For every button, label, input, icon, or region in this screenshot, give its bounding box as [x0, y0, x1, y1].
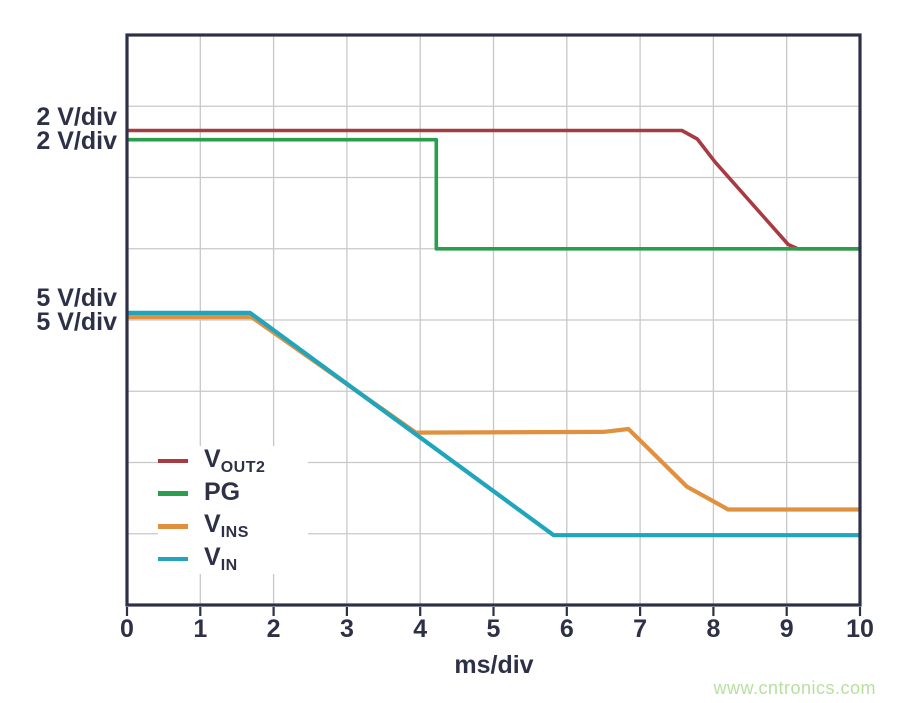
- x-axis-title: ms/div: [454, 651, 534, 679]
- x-tick-label-4: 4: [413, 615, 428, 643]
- legend-label-vin: VIN: [204, 542, 238, 574]
- x-tick-label-7: 7: [633, 615, 648, 643]
- legend-item-vin: VIN: [158, 542, 308, 574]
- legend-item-vins: VINS: [158, 510, 308, 542]
- x-tick-label-8: 8: [706, 615, 721, 643]
- legend: VOUT2 PG VINS VIN: [158, 445, 308, 574]
- legend-label-vout2: VOUT2: [204, 445, 266, 476]
- scale-label-pg: 2 V/div: [36, 127, 117, 155]
- x-tick-label-9: 9: [779, 615, 794, 643]
- x-tick-label-2: 2: [266, 615, 281, 643]
- x-tick-label-6: 6: [559, 615, 574, 643]
- scale-label-vin: 5 V/div: [36, 284, 117, 312]
- legend-label-vins: VINS: [204, 510, 249, 542]
- series-line-vin: [127, 310, 860, 538]
- x-tick-label-3: 3: [339, 615, 354, 643]
- legend-swatch-pg: [158, 491, 188, 496]
- plot-frame: [125, 33, 862, 607]
- legend-item-vout2: VOUT2: [158, 445, 308, 476]
- legend-swatch-vout2: [158, 458, 188, 464]
- legend-label-pg: PG: [204, 477, 241, 506]
- x-tick-label-0: 0: [120, 615, 134, 643]
- scale-label-vins: 5 V/div: [36, 308, 117, 336]
- series-line-pg: [127, 137, 860, 251]
- legend-swatch-vins: [158, 524, 188, 529]
- x-tick-label-1: 1: [193, 615, 208, 643]
- watermark: www.cntronics.com: [713, 678, 876, 698]
- x-tick-label-5: 5: [486, 615, 501, 643]
- legend-swatch-vin: [158, 556, 188, 562]
- scale-label-vout2: 2 V/div: [36, 103, 117, 131]
- x-tick-label-10: 10: [846, 615, 874, 643]
- legend-item-pg: PG: [158, 477, 308, 509]
